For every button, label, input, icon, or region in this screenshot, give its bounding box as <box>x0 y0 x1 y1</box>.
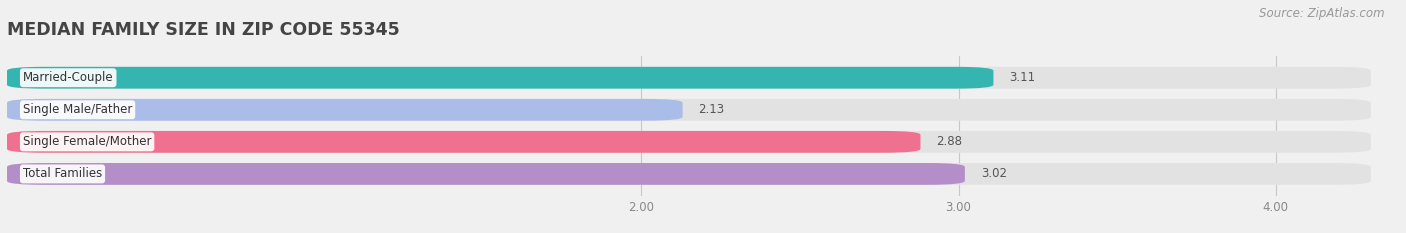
FancyBboxPatch shape <box>7 163 965 185</box>
Text: Source: ZipAtlas.com: Source: ZipAtlas.com <box>1260 7 1385 20</box>
Text: 3.11: 3.11 <box>1010 71 1035 84</box>
FancyBboxPatch shape <box>7 99 682 121</box>
Text: 3.02: 3.02 <box>981 168 1007 180</box>
FancyBboxPatch shape <box>7 67 1371 89</box>
FancyBboxPatch shape <box>7 131 921 153</box>
Text: Married-Couple: Married-Couple <box>22 71 114 84</box>
FancyBboxPatch shape <box>7 131 1371 153</box>
FancyBboxPatch shape <box>7 67 994 89</box>
Text: MEDIAN FAMILY SIZE IN ZIP CODE 55345: MEDIAN FAMILY SIZE IN ZIP CODE 55345 <box>7 21 399 39</box>
Text: 2.13: 2.13 <box>699 103 724 116</box>
Text: Single Male/Father: Single Male/Father <box>22 103 132 116</box>
Text: 2.88: 2.88 <box>936 135 962 148</box>
FancyBboxPatch shape <box>7 163 1371 185</box>
FancyBboxPatch shape <box>7 99 1371 121</box>
Text: Total Families: Total Families <box>22 168 103 180</box>
Text: Single Female/Mother: Single Female/Mother <box>22 135 152 148</box>
